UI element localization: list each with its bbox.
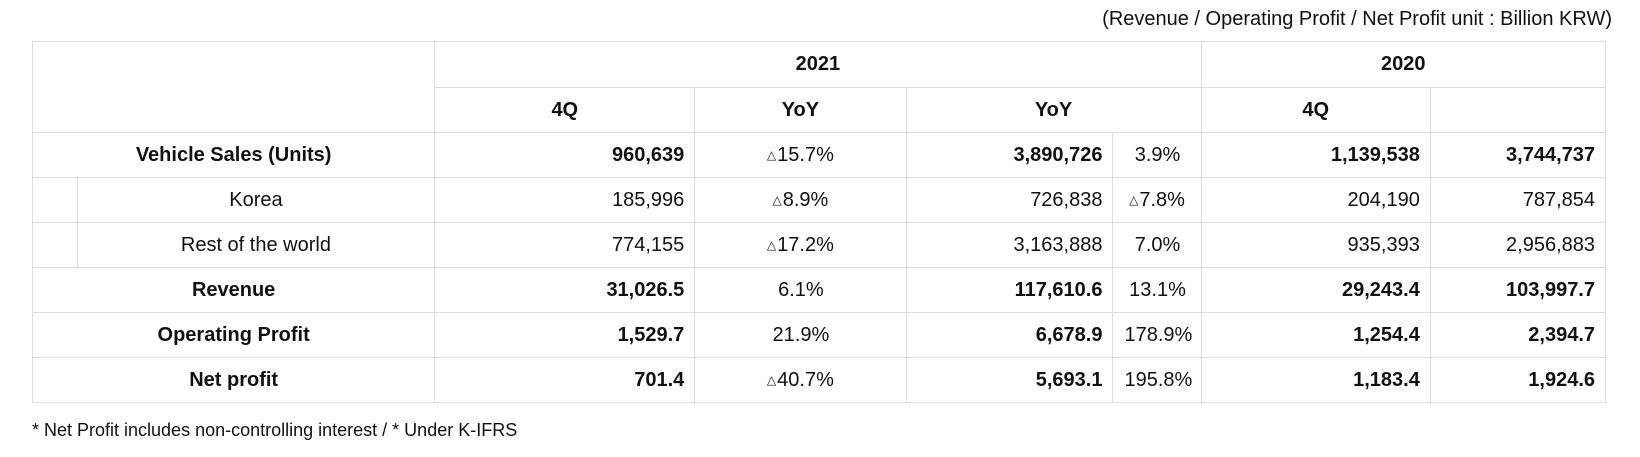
cell-q4: 960,639	[434, 132, 696, 178]
footnote: * Net Profit includes non-controlling in…	[32, 420, 518, 440]
triangle-icon: △	[766, 147, 777, 162]
cell-q4: 701.4	[434, 357, 696, 403]
cell-yoy-q4: △17.2%	[694, 222, 907, 268]
row-label: Rest of the world	[76, 222, 436, 268]
header-yoy-q4: YoY	[694, 87, 907, 133]
header-4q-2020: 4Q	[1200, 87, 1431, 133]
cell-q4-2020: 1,254.4	[1200, 312, 1431, 358]
cell-yoy-q4: 21.9%	[694, 312, 907, 358]
cell-yoy-q4: 6.1%	[694, 267, 907, 313]
table-row: Operating Profit 1,529.7 21.9% 6,678.9 1…	[31, 312, 1607, 358]
header-fy-2020	[1429, 87, 1607, 133]
cell-fy: 6,678.9	[905, 312, 1114, 358]
table-row: Vehicle Sales (Units) 960,639 △15.7% 3,8…	[31, 132, 1607, 178]
cell-fy: 726,838	[905, 177, 1114, 223]
table-row: Rest of the world 774,155 △17.2% 3,163,8…	[32, 222, 1607, 268]
cell-fy: 117,610.6	[905, 267, 1114, 313]
cell-yoy-q4: △40.7%	[694, 357, 907, 403]
cell-q4-2020: 204,190	[1200, 177, 1431, 223]
cell-yoy-fy: 7.0%	[1112, 222, 1202, 268]
cell-yoy-fy: 3.9%	[1112, 132, 1202, 178]
unit-note: (Revenue / Operating Profit / Net Profit…	[1102, 8, 1612, 30]
cell-yoy-fy: 178.9%	[1112, 312, 1202, 358]
cell-q4-2020: 29,243.4	[1200, 267, 1431, 313]
cell-yoy-fy: △7.8%	[1112, 177, 1202, 223]
cell-yoy-fy: 195.8%	[1112, 357, 1202, 403]
row-label: Revenue	[31, 267, 436, 313]
cell-q4-2020: 1,183.4	[1200, 357, 1431, 403]
triangle-icon: △	[1129, 192, 1139, 207]
cell-q4: 774,155	[434, 222, 696, 268]
cell-fy-2020: 3,744,737	[1429, 132, 1607, 178]
cell-fy-2020: 2,956,883	[1429, 222, 1607, 268]
triangle-icon: △	[772, 192, 782, 207]
cell-fy: 3,163,888	[905, 222, 1114, 268]
cell-q4: 185,996	[434, 177, 696, 223]
header-corner	[31, 41, 436, 133]
indent-cell	[32, 222, 78, 268]
row-label: Net profit	[31, 357, 436, 403]
table-row: Korea 185,996 △8.9% 726,838 △7.8% 204,19…	[32, 177, 1607, 223]
cell-q4-2020: 935,393	[1200, 222, 1431, 268]
header-year-2021: 2021	[434, 41, 1202, 88]
cell-q4: 1,529.7	[434, 312, 696, 358]
cell-fy: 5,693.1	[905, 357, 1114, 403]
table-row: Net profit 701.4 △40.7% 5,693.1 195.8% 1…	[31, 357, 1607, 403]
cell-q4: 31,026.5	[434, 267, 696, 313]
header-4q-2021: 4Q	[434, 87, 696, 133]
triangle-icon: △	[766, 372, 777, 387]
row-label: Operating Profit	[31, 312, 436, 358]
indent-cell	[32, 177, 78, 223]
cell-fy-2020: 787,854	[1429, 177, 1607, 223]
cell-fy-2020: 2,394.7	[1429, 312, 1607, 358]
header-yoy-fy: YoY	[905, 87, 1202, 133]
cell-fy-2020: 1,924.6	[1429, 357, 1607, 403]
row-label: Korea	[76, 177, 436, 223]
financial-results-table: 2021 2020 4Q YoY YoY 4Q Vehicle Sales (U…	[31, 41, 1607, 403]
table-row: Revenue 31,026.5 6.1% 117,610.6 13.1% 29…	[31, 267, 1607, 313]
cell-yoy-q4: △8.9%	[694, 177, 907, 223]
row-label: Vehicle Sales (Units)	[31, 132, 436, 178]
triangle-icon: △	[766, 237, 777, 252]
cell-q4-2020: 1,139,538	[1200, 132, 1431, 178]
cell-fy-2020: 103,997.7	[1429, 267, 1607, 313]
header-year-2020: 2020	[1200, 41, 1607, 88]
cell-yoy-fy: 13.1%	[1112, 267, 1202, 313]
cell-fy: 3,890,726	[905, 132, 1114, 178]
cell-yoy-q4: △15.7%	[694, 132, 907, 178]
